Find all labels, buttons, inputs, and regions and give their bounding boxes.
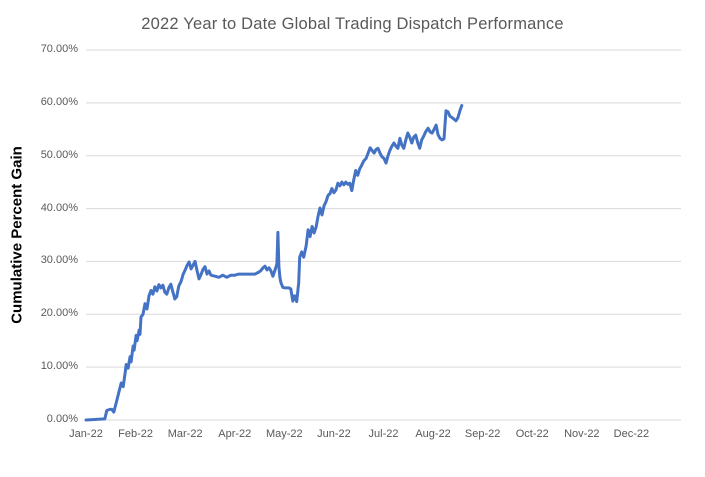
y-tick-label: 30.00% [40, 254, 78, 267]
y-tick-label: 40.00% [40, 201, 78, 214]
y-tick-label: 20.00% [40, 307, 78, 320]
y-tick-label: 10.00% [40, 360, 78, 373]
y-tick-label: 0.00% [46, 413, 78, 425]
x-tick-label: Nov-22 [564, 428, 600, 440]
x-tick-label: Sep-22 [464, 428, 501, 440]
chart-title: 2022 Year to Date Global Trading Dispatc… [141, 15, 564, 33]
x-tick-label: Aug-22 [415, 428, 451, 440]
y-tick-label: 50.00% [40, 148, 78, 161]
x-tick-label: Jun-22 [317, 428, 351, 440]
x-tick-label: Dec-22 [613, 428, 650, 440]
performance-line [84, 104, 464, 422]
x-tick-label: May-22 [265, 428, 303, 440]
x-tick-label: Jan-22 [69, 428, 103, 440]
x-tick-label: Feb-22 [118, 428, 153, 440]
x-tick-label: Apr-22 [218, 428, 252, 440]
x-tick-label: Jul-22 [368, 428, 399, 440]
y-tick-label: 70.00% [40, 43, 78, 55]
x-tick-label: Oct-22 [515, 428, 549, 440]
x-tick-label: Mar-22 [167, 428, 203, 440]
y-tick-label: 60.00% [40, 95, 78, 108]
